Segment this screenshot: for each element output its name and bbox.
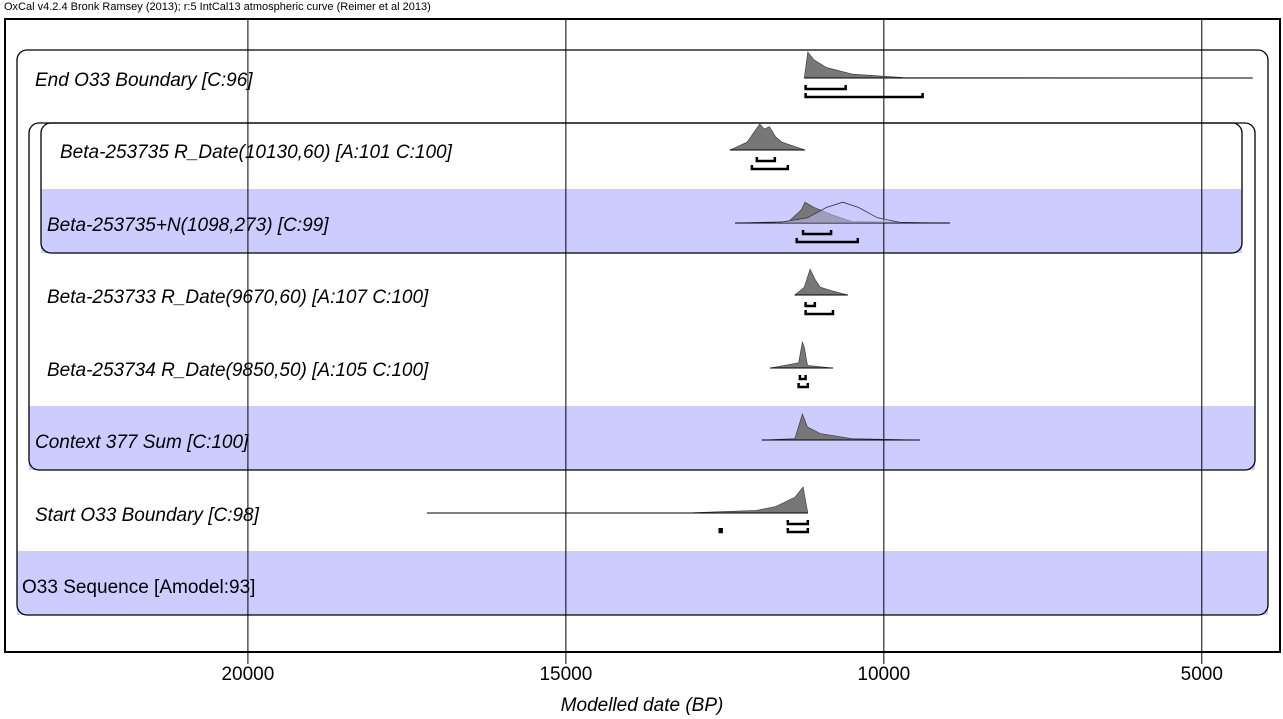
row-label: Context 377 Sum [C:100] [35,432,249,453]
distribution [769,340,834,369]
distribution [426,486,809,514]
group-box [40,122,1243,254]
distribution [793,268,848,296]
highlight-band [29,406,1255,470]
distribution [729,123,806,151]
row-label: Beta-253735 R_Date(10130,60) [A:101 C:10… [60,142,453,163]
header: OxCal v4.2.4 Bronk Ramsey (2013); r:5 In… [4,1,431,13]
range-bracket [755,157,777,163]
x-tick-label: 10000 [857,664,910,685]
row-label: O33 Sequence [Amodel:93] [22,577,255,598]
range-bracket [786,520,810,526]
x-tick-label: 15000 [539,664,592,685]
row-label: Start O33 Boundary [C:98] [35,505,260,526]
plot-frame [4,18,1281,653]
distribution [803,51,1253,79]
x-tick-label: 5000 [1181,664,1223,685]
highlight-band [41,189,1242,253]
range-bracket [804,302,817,308]
highlight-band [17,551,1268,615]
row-label: End O33 Boundary [C:96] [35,70,253,91]
row-label: Beta-253734 R_Date(9850,50) [A:105 C:100… [47,360,429,381]
row-label: Beta-253733 R_Date(9670,60) [A:107 C:100… [47,287,429,308]
range-bracket [786,528,810,534]
group-box [16,49,1269,616]
range-bracket [750,165,790,171]
range-bracket [795,238,860,244]
distribution [775,201,903,224]
range-bracket [798,375,807,381]
range-bracket [804,310,835,316]
range-bracket [718,528,723,534]
x-tick-label: 20000 [221,664,274,685]
range-bracket [797,383,810,389]
range-bracket [801,230,833,236]
range-bracket [804,93,924,99]
range-bracket [804,85,847,91]
row-label: Beta-253735+N(1098,273) [C:99] [47,215,329,236]
x-axis-label: Modelled date (BP) [561,695,724,716]
